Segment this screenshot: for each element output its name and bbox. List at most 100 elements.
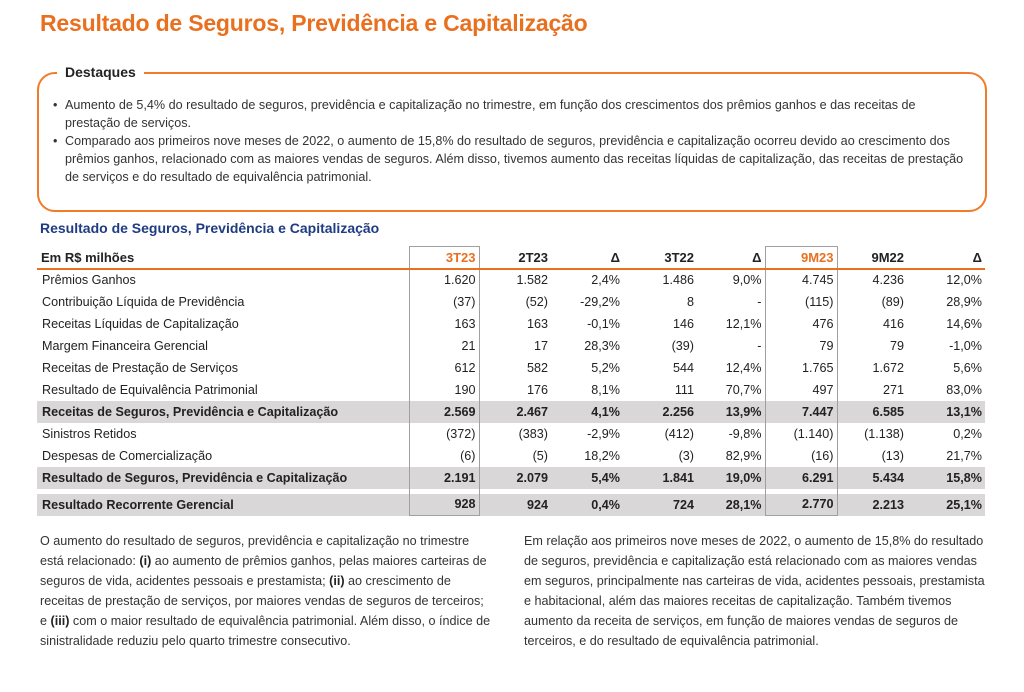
cell-value: 271 bbox=[882, 382, 904, 397]
cell-value: 544 bbox=[672, 360, 694, 375]
cell-value: 416 bbox=[882, 316, 904, 331]
row-label: Resultado de Equivalência Patrimonial bbox=[42, 382, 258, 397]
cell-value: 8 bbox=[686, 294, 694, 309]
paragraph-left-marker: (i) bbox=[139, 554, 152, 568]
table-row: Prêmios Ganhos 1.620 1.582 2,4% 1.486 9,0% 4.7… bbox=[37, 268, 985, 291]
cell-value: 12,1% bbox=[725, 316, 762, 331]
table-row: Despesas de Comercialização (6) (5) 18,2% (3… bbox=[37, 444, 985, 467]
cell-value: 4.236 bbox=[872, 273, 904, 287]
cell-value: 4,1% bbox=[551, 400, 623, 423]
cell-value: 7.447 bbox=[764, 400, 838, 423]
cell-value: 12,0% bbox=[946, 273, 982, 287]
gap-cell bbox=[551, 488, 623, 494]
cell-value: 70,7% bbox=[725, 382, 762, 397]
cell-value: 2.191 bbox=[408, 466, 480, 489]
table-row: Margem Financeira Gerencial 21 17 28,3% (39)… bbox=[37, 334, 985, 357]
cell-value: (1.138) bbox=[864, 426, 904, 441]
cell-value: 82,9% bbox=[725, 448, 762, 463]
cell-value: 1.620 bbox=[408, 268, 480, 291]
row-label: Receitas de Prestação de Serviços bbox=[42, 360, 239, 375]
cell-value: 928 bbox=[408, 493, 480, 516]
cell-value: 18,2% bbox=[584, 448, 620, 463]
cell-value: 28,9% bbox=[946, 294, 982, 309]
cell-value: (1.140) bbox=[764, 422, 838, 445]
gap-cell bbox=[837, 488, 907, 494]
cell-value: 724 bbox=[623, 493, 697, 516]
header-delta-q: Δ bbox=[551, 246, 623, 270]
highlight-item: Aumento de 5,4% do resultado de seguros,… bbox=[53, 96, 965, 132]
header-delta-y: Δ bbox=[697, 246, 765, 270]
cell-value: 21 bbox=[408, 334, 480, 357]
cell-value: 1.765 bbox=[764, 356, 838, 379]
cell-value: 0,4% bbox=[551, 493, 623, 516]
header-3t23: 3T23 bbox=[408, 246, 480, 270]
paragraph-left-text: ao aumento de prêmios ganhos, pelas maio… bbox=[40, 554, 487, 588]
cell-value: 9,0% bbox=[732, 273, 762, 287]
header-label: Em R$ milhões bbox=[37, 246, 409, 270]
cell-value: -9,8% bbox=[728, 426, 762, 441]
cell-value: 5.434 bbox=[837, 466, 907, 489]
results-table: Em R$ milhões 3T23 2T23 Δ 3T22 Δ 9M23 9M… bbox=[37, 246, 985, 516]
table-row-subtotal: Resultado de Seguros, Previdência e Capi… bbox=[37, 466, 985, 489]
cell-value: 2.213 bbox=[837, 493, 907, 516]
cell-value: 28,1% bbox=[697, 493, 765, 516]
cell-value: (37) bbox=[408, 290, 480, 313]
cell-value: (115) bbox=[764, 290, 838, 313]
row-label: Margem Financeira Gerencial bbox=[42, 338, 208, 353]
cell-value: (16) bbox=[764, 444, 838, 467]
cell-value: (6) bbox=[408, 444, 480, 467]
page-title: Resultado de Seguros, Previdência e Capi… bbox=[40, 10, 588, 36]
cell-value: 79 bbox=[764, 334, 838, 357]
row-label: Resultado de Seguros, Previdência e Capi… bbox=[37, 466, 409, 489]
gap-cell bbox=[697, 488, 765, 494]
cell-value: 21,7% bbox=[946, 448, 982, 463]
cell-value: (39) bbox=[671, 338, 694, 353]
header-delta-9m: Δ bbox=[907, 246, 985, 270]
table-row: Receitas de Prestação de Serviços 612 582 5… bbox=[37, 356, 985, 379]
cell-value: (5) bbox=[532, 448, 548, 463]
row-label: Sinistros Retidos bbox=[42, 426, 137, 441]
cell-value: 924 bbox=[479, 493, 551, 516]
cell-value: 2.569 bbox=[408, 400, 480, 423]
paragraph-left-text: ao crescimento de receitas de prestação … bbox=[40, 574, 484, 628]
cell-value: - bbox=[757, 338, 762, 353]
cell-value: 497 bbox=[764, 378, 838, 401]
paragraph-left-text: O aumento do resultado de seguros, previ… bbox=[40, 534, 470, 568]
cell-value: 1.672 bbox=[872, 360, 904, 375]
paragraph-left-marker: (iii) bbox=[50, 614, 70, 628]
cell-value: 13,9% bbox=[697, 400, 765, 423]
cell-value: 5,6% bbox=[953, 360, 982, 375]
paragraph-left-marker: (ii) bbox=[329, 574, 345, 588]
cell-value: 4.745 bbox=[764, 268, 838, 291]
cell-value: (3) bbox=[678, 448, 694, 463]
cell-value: 111 bbox=[674, 382, 694, 397]
cell-value: 163 bbox=[526, 316, 548, 331]
cell-value: 582 bbox=[526, 360, 548, 375]
table-row: Resultado de Equivalência Patrimonial 190… bbox=[37, 378, 985, 401]
row-label: Contribuição Líquida de Previdência bbox=[42, 294, 245, 309]
cell-value: 2,4% bbox=[591, 273, 620, 287]
highlights-title: Destaques bbox=[57, 64, 144, 80]
header-2t23: 2T23 bbox=[479, 246, 551, 270]
row-label: Receitas de Seguros, Previdência e Capit… bbox=[37, 400, 409, 423]
paragraph-left: O aumento do resultado de seguros, previ… bbox=[40, 531, 494, 651]
cell-value: 19,0% bbox=[697, 466, 765, 489]
cell-value: 5,2% bbox=[591, 360, 620, 375]
cell-value: 83,0% bbox=[946, 382, 982, 397]
table-row: Sinistros Retidos (372) (383) -2,9% (412) -9,… bbox=[37, 422, 985, 445]
paragraph-right: Em relação aos primeiros nove meses de 2… bbox=[524, 534, 985, 648]
table-row-total: Resultado Recorrente Gerencial 928 924 0,4%… bbox=[37, 493, 985, 516]
cell-value: 1.486 bbox=[662, 273, 694, 287]
gap-cell bbox=[907, 488, 985, 494]
table-row-subtotal: Receitas de Seguros, Previdência e Capit… bbox=[37, 400, 985, 423]
cell-value: 0,2% bbox=[953, 426, 982, 441]
row-label: Resultado Recorrente Gerencial bbox=[37, 493, 409, 516]
cell-value: (412) bbox=[664, 426, 694, 441]
gap-cell bbox=[408, 488, 480, 494]
table-header-row: Em R$ milhões 3T23 2T23 Δ 3T22 Δ 9M23 9M… bbox=[37, 246, 985, 270]
cell-value: 6.291 bbox=[764, 466, 838, 489]
cell-value: 2.256 bbox=[623, 400, 697, 423]
cell-value: 79 bbox=[889, 338, 904, 353]
header-3t22: 3T22 bbox=[623, 246, 697, 270]
cell-value: -1,0% bbox=[949, 338, 982, 353]
